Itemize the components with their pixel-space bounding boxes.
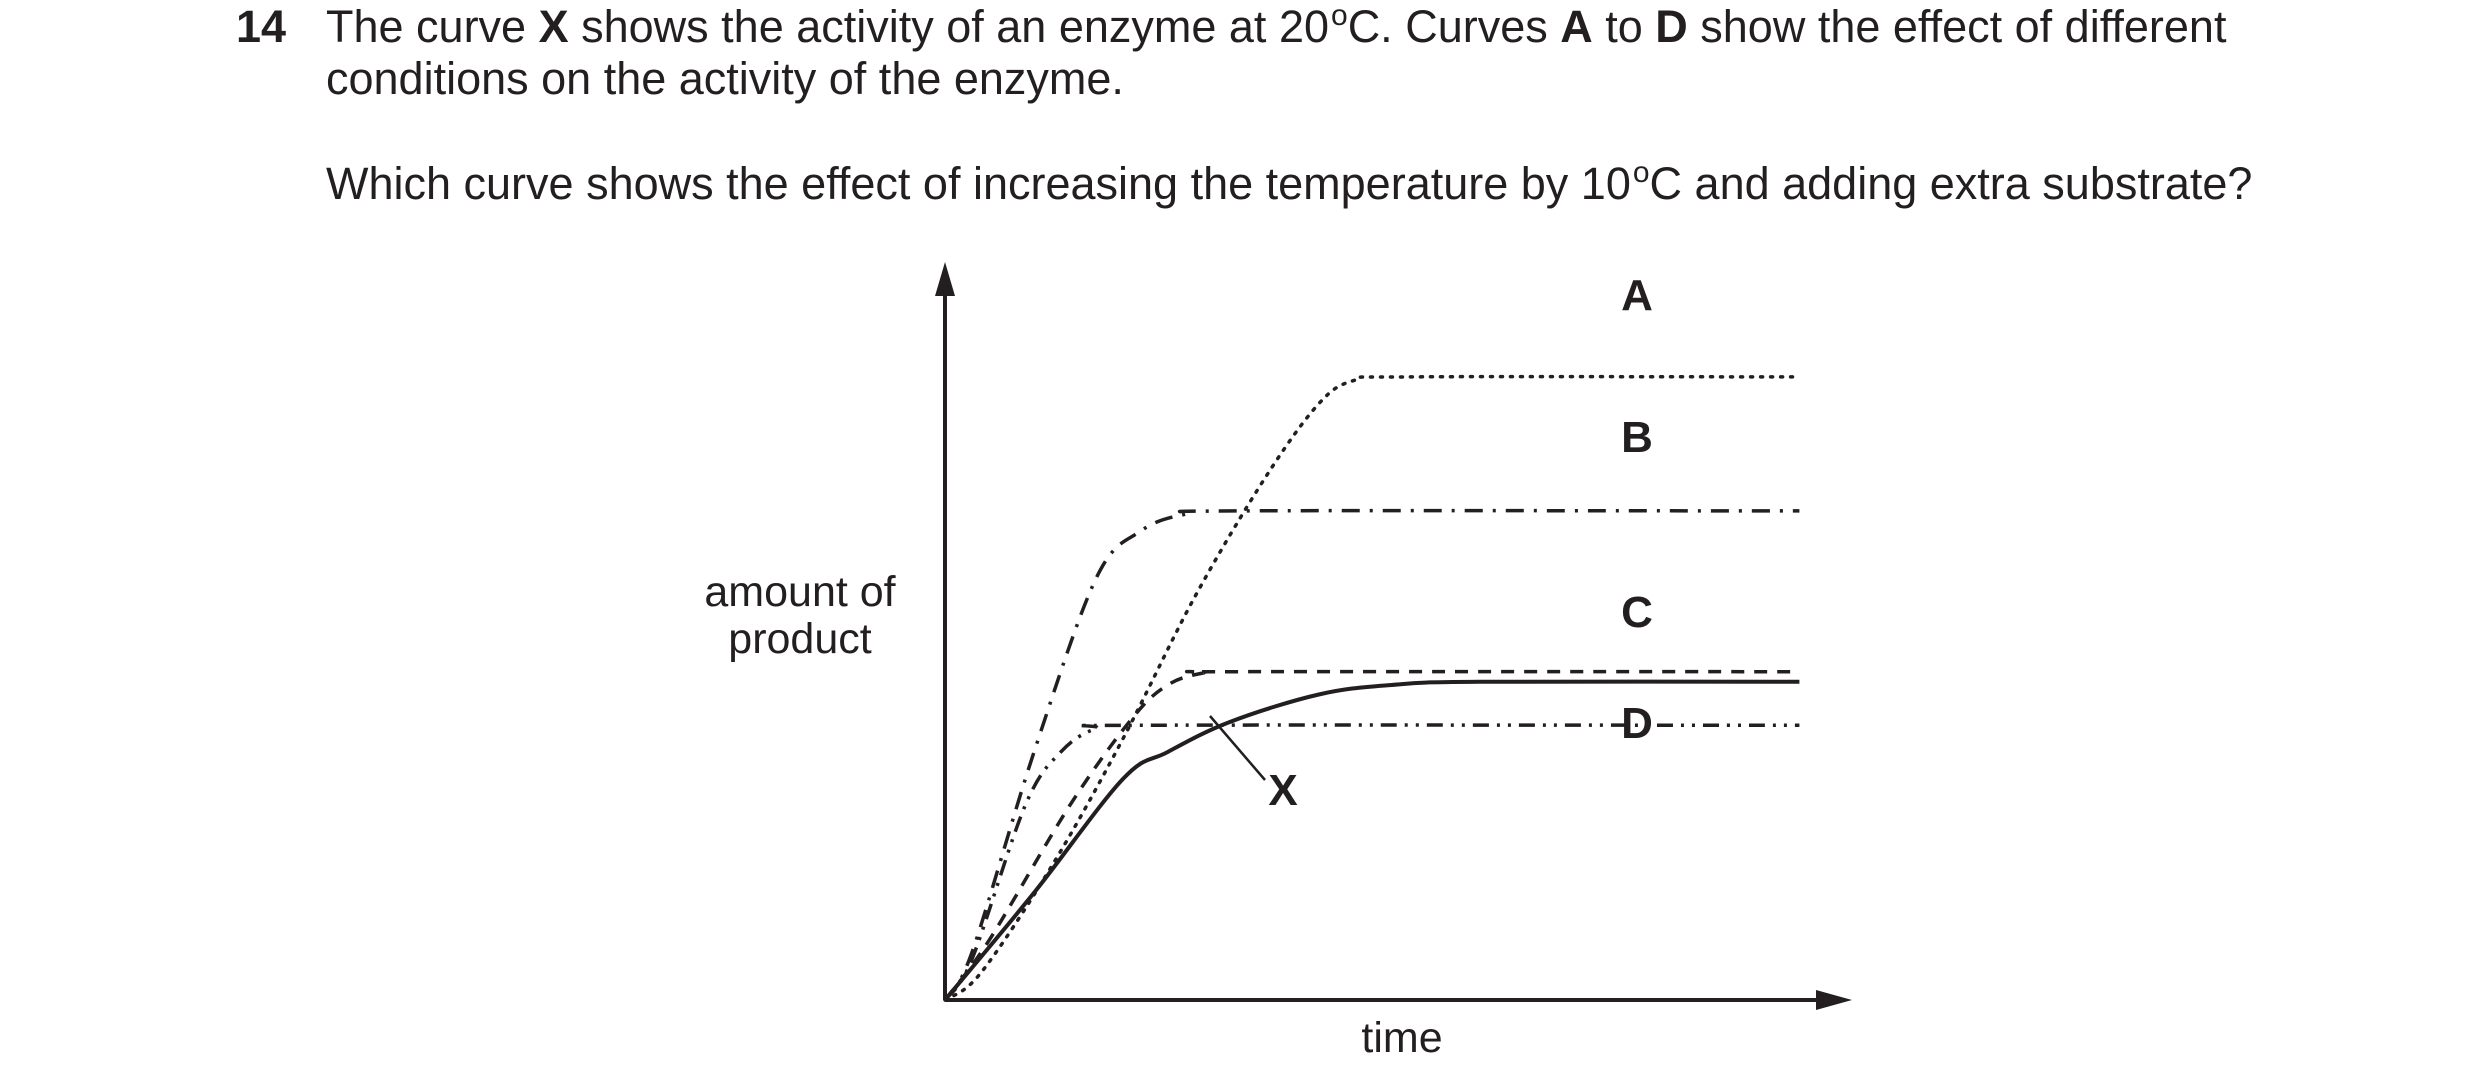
label-curve-a: A [1621,271,1653,320]
y-axis-arrowhead [935,262,955,296]
curve-x [943,679,1800,1002]
degree-sign: o [1331,0,1348,32]
question-line-3: Which curve shows the effect of increasi… [326,156,2253,210]
x-axis-label: time [1361,1014,1442,1062]
question-line-2: conditions on the activity of the enzyme… [326,53,1124,104]
curve-x-leader-line [1209,715,1266,781]
label-curve-b: B [1621,413,1653,462]
y-axis-label-line-1: amount of [704,568,896,616]
bold-curve-a: A [1560,1,1593,52]
bold-curve-x: X [538,1,569,52]
label-curve-d: D [1621,699,1653,748]
curve-labels-group: A B C D X [1209,271,1653,815]
axes-group [935,262,1852,1010]
curve-d [943,723,1800,1002]
label-curve-c: C [1621,588,1653,637]
y-axis-label-line-2: product [728,615,871,663]
curve-c [943,669,1800,1002]
question-line-1: The curve X shows the activity of an enz… [326,0,2227,53]
label-curve-x: X [1268,766,1297,815]
question-number: 14 [236,1,287,52]
curve-b [943,508,1800,1001]
degree-sign: o [1632,156,1650,189]
curves-group [943,374,1802,1002]
bold-curve-d: D [1655,1,1688,52]
x-axis-arrowhead [1816,990,1852,1010]
